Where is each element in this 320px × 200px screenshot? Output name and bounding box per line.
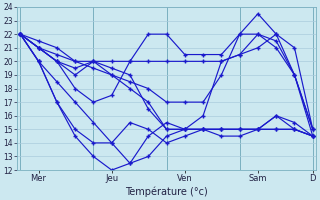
X-axis label: Température (°c): Température (°c) <box>125 186 208 197</box>
